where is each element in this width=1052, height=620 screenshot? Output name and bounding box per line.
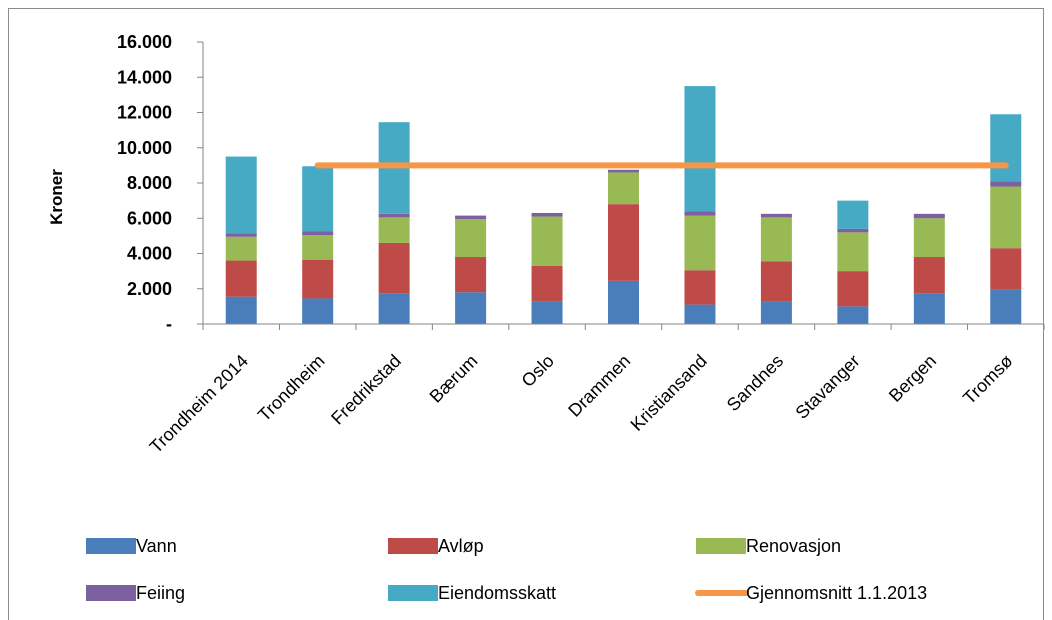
bar-segment-vann — [913, 293, 945, 324]
x-tick-label: Bergen — [885, 351, 940, 406]
bar-segment-eiendomsskatt — [302, 166, 334, 232]
chart-frame — [8, 8, 1044, 620]
x-tick-label: Trondheim — [254, 351, 329, 426]
y-tick-label: 10.000 — [117, 138, 172, 158]
bar-segment-renovasjon — [990, 186, 1022, 249]
bar-segment-vann — [302, 298, 334, 324]
bar-segment-renovasjon — [760, 217, 792, 262]
x-tick-label: Tromsø — [959, 351, 1017, 409]
bar-segment-avløp — [378, 242, 410, 294]
x-tick-label: Trondheim 2014 — [146, 351, 252, 457]
bars-layer — [225, 86, 1022, 324]
x-tick-label: Bærum — [426, 351, 482, 407]
legend-swatch-eiendomsskatt — [388, 585, 438, 601]
x-tick-label: Kristiansand — [627, 351, 711, 435]
bar-segment-renovasjon — [378, 217, 410, 243]
bar-segment-eiendomsskatt — [225, 156, 257, 234]
legend-swatch-feiing — [86, 585, 136, 601]
x-tick-label: Drammen — [564, 351, 634, 421]
bar-segment-eiendomsskatt — [990, 114, 1022, 182]
bar-segment-avløp — [990, 248, 1022, 290]
legend-label: Avløp — [438, 536, 484, 556]
x-tick-label: Fredrikstad — [327, 351, 405, 429]
legend-label: Gjennomsnitt 1.1.2013 — [746, 583, 927, 603]
bar-segment-eiendomsskatt — [837, 200, 869, 229]
bar-segment-vann — [378, 293, 410, 324]
legend: Vann Avløp Renovasjon Feiing Eiendomsskatt Gj… — [86, 536, 927, 603]
bar-segment-avløp — [531, 265, 563, 302]
bar-segment-renovasjon — [225, 236, 257, 261]
y-tick-label: 6.000 — [127, 208, 172, 228]
y-tick-label: 2.000 — [127, 279, 172, 299]
bar-segment-vann — [225, 296, 257, 324]
bar-segment-feiing — [378, 213, 410, 218]
y-axis: - 2.000 4.000 6.000 8.000 10.000 12.000 14.000 1… — [117, 32, 203, 334]
bar-segment-avløp — [455, 257, 487, 293]
bar-segment-avløp — [913, 257, 945, 294]
x-tick-label: Sandnes — [723, 351, 787, 415]
bar-segment-avløp — [302, 259, 334, 299]
bar-segment-avløp — [760, 261, 792, 302]
bar-segment-renovasjon — [684, 215, 716, 271]
x-tick-label: Stavanger — [792, 351, 864, 423]
bar-segment-renovasjon — [302, 234, 334, 260]
bar-segment-renovasjon — [837, 232, 869, 272]
x-tick-label: Oslo — [518, 351, 558, 391]
bar-segment-feiing — [608, 169, 639, 173]
bar-segment-avløp — [684, 270, 716, 305]
bar-segment-avløp — [225, 260, 257, 297]
bar-segment-feiing — [225, 233, 257, 237]
legend-swatch-vann — [86, 538, 136, 554]
bar-segment-feiing — [684, 211, 716, 216]
legend-label: Vann — [136, 536, 177, 556]
bar-segment-avløp — [837, 271, 869, 307]
bar-segment-vann — [531, 301, 563, 324]
bar-segment-vann — [455, 292, 487, 324]
legend-label: Eiendomsskatt — [438, 583, 556, 603]
legend-swatch-avløp — [388, 538, 438, 554]
bar-segment-renovasjon — [608, 172, 639, 205]
bar-segment-feiing — [760, 213, 792, 218]
bar-segment-vann — [684, 304, 716, 324]
legend-swatch-renovasjon — [696, 538, 746, 554]
bar-segment-renovasjon — [913, 218, 945, 258]
y-axis-title: Kroner — [47, 169, 66, 225]
bar-segment-feiing — [837, 228, 869, 233]
y-axis-title-group: Kroner — [47, 169, 66, 225]
y-tick-label: 8.000 — [127, 173, 172, 193]
bar-segment-feiing — [455, 215, 487, 220]
bar-segment-vann — [760, 301, 792, 324]
y-tick-label: 4.000 — [127, 244, 172, 264]
bar-segment-vann — [990, 289, 1022, 324]
bar-segment-feiing — [990, 181, 1022, 187]
bar-segment-eiendomsskatt — [684, 86, 716, 212]
y-tick-label: 16.000 — [117, 32, 172, 52]
y-tick-label: 14.000 — [117, 67, 172, 87]
bar-segment-feiing — [531, 212, 563, 217]
bar-segment-feiing — [913, 213, 945, 219]
bar-segment-renovasjon — [531, 216, 563, 266]
legend-label: Feiing — [136, 583, 185, 603]
bar-segment-feiing — [302, 231, 334, 235]
legend-label: Renovasjon — [746, 536, 841, 556]
y-tick-label: - — [166, 314, 172, 334]
bar-segment-avløp — [608, 204, 639, 281]
bar-segment-vann — [608, 280, 639, 324]
y-tick-label: 12.000 — [117, 103, 172, 123]
bar-segment-renovasjon — [455, 219, 487, 258]
bar-segment-vann — [837, 306, 869, 324]
